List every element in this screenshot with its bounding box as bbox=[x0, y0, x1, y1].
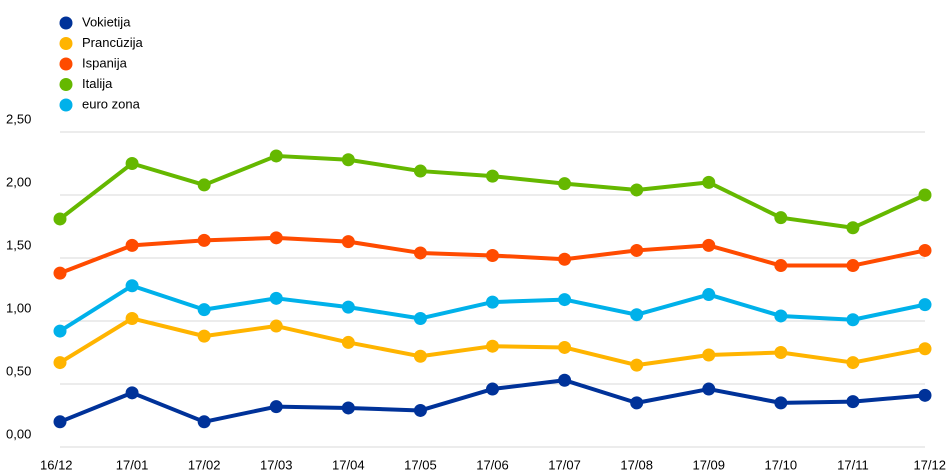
data-point bbox=[413, 403, 427, 417]
y-tick-label: 0,50 bbox=[6, 363, 31, 378]
data-point bbox=[558, 340, 572, 354]
data-point bbox=[918, 388, 932, 402]
data-point bbox=[702, 382, 716, 396]
data-point bbox=[125, 157, 139, 170]
data-point bbox=[774, 396, 788, 410]
data-point bbox=[413, 164, 427, 178]
data-point bbox=[918, 298, 932, 312]
data-point bbox=[918, 243, 932, 257]
legend-marker bbox=[59, 98, 73, 112]
data-point bbox=[702, 348, 716, 362]
data-point bbox=[413, 311, 427, 325]
data-point bbox=[774, 309, 788, 323]
data-point bbox=[269, 231, 283, 245]
legend-marker bbox=[59, 16, 73, 30]
data-point bbox=[918, 342, 932, 356]
data-point bbox=[269, 319, 283, 333]
x-tick-label: 17/12 bbox=[913, 457, 946, 472]
data-point bbox=[53, 212, 67, 226]
y-tick-label: 0,00 bbox=[6, 426, 31, 441]
data-point bbox=[702, 238, 716, 252]
data-point bbox=[125, 386, 139, 400]
data-point bbox=[558, 252, 572, 266]
data-point bbox=[413, 349, 427, 363]
x-tick-label: 16/12 bbox=[40, 457, 73, 472]
data-point bbox=[197, 415, 211, 429]
data-point bbox=[846, 259, 860, 273]
data-point bbox=[486, 382, 499, 396]
x-tick-label: 17/09 bbox=[692, 457, 725, 472]
x-tick-label: 17/05 bbox=[404, 457, 437, 472]
data-point bbox=[774, 259, 788, 273]
data-point bbox=[486, 295, 499, 309]
data-point bbox=[197, 329, 211, 343]
x-tick-label: 17/11 bbox=[837, 457, 869, 472]
series-line bbox=[58, 153, 926, 230]
data-point bbox=[630, 396, 644, 410]
y-tick-label: 1,50 bbox=[6, 237, 31, 252]
data-point bbox=[630, 308, 644, 322]
data-point bbox=[846, 221, 860, 235]
data-point bbox=[630, 243, 644, 257]
x-tick-label: 17/03 bbox=[260, 457, 293, 472]
data-point bbox=[197, 303, 211, 317]
data-point bbox=[630, 358, 644, 372]
x-tick-label: 17/04 bbox=[332, 457, 365, 472]
data-point bbox=[774, 346, 788, 359]
y-tick-label: 1,00 bbox=[6, 300, 31, 315]
x-tick-label: 17/08 bbox=[620, 457, 653, 472]
x-tick-label: 17/06 bbox=[476, 457, 509, 472]
data-point bbox=[53, 415, 67, 429]
legend-label: Vokietija bbox=[82, 14, 131, 29]
legend-marker bbox=[59, 78, 73, 91]
data-point bbox=[918, 188, 932, 202]
data-point bbox=[341, 401, 355, 415]
data-point bbox=[269, 400, 283, 414]
data-point bbox=[125, 311, 139, 325]
data-point bbox=[630, 183, 644, 197]
x-tick-label: 17/01 bbox=[116, 457, 149, 472]
data-point bbox=[125, 238, 139, 252]
legend-marker bbox=[59, 57, 73, 71]
data-point bbox=[846, 356, 860, 370]
data-point bbox=[558, 373, 572, 387]
data-point bbox=[846, 395, 860, 409]
data-point bbox=[125, 279, 139, 293]
data-point bbox=[558, 177, 572, 191]
legend-label: euro zona bbox=[82, 96, 141, 111]
y-tick-label: 2,00 bbox=[6, 174, 31, 189]
legend-label: Ispanija bbox=[82, 55, 128, 70]
data-point bbox=[53, 324, 67, 338]
data-point bbox=[269, 291, 283, 305]
x-tick-label: 17/10 bbox=[765, 457, 798, 472]
data-point bbox=[197, 178, 211, 192]
y-tick-label: 2,50 bbox=[6, 111, 31, 126]
x-tick-label: 17/02 bbox=[188, 457, 221, 472]
data-point bbox=[341, 335, 355, 349]
data-point bbox=[774, 211, 788, 225]
data-point bbox=[486, 339, 499, 353]
data-point bbox=[53, 356, 67, 370]
legend-label: Italija bbox=[82, 76, 113, 91]
data-point bbox=[269, 149, 283, 163]
legend-label: Prancūzija bbox=[82, 35, 143, 50]
data-point bbox=[846, 313, 860, 327]
data-point bbox=[197, 233, 211, 247]
data-point bbox=[53, 266, 67, 280]
data-point bbox=[486, 169, 499, 183]
data-point bbox=[341, 235, 355, 249]
data-point bbox=[558, 293, 572, 307]
data-point bbox=[486, 248, 499, 262]
data-point bbox=[413, 246, 427, 260]
data-point bbox=[341, 300, 355, 314]
data-point bbox=[702, 288, 716, 302]
data-point bbox=[341, 153, 355, 167]
data-point bbox=[702, 175, 716, 189]
x-tick-label: 17/07 bbox=[548, 457, 581, 472]
legend-marker bbox=[59, 37, 73, 50]
